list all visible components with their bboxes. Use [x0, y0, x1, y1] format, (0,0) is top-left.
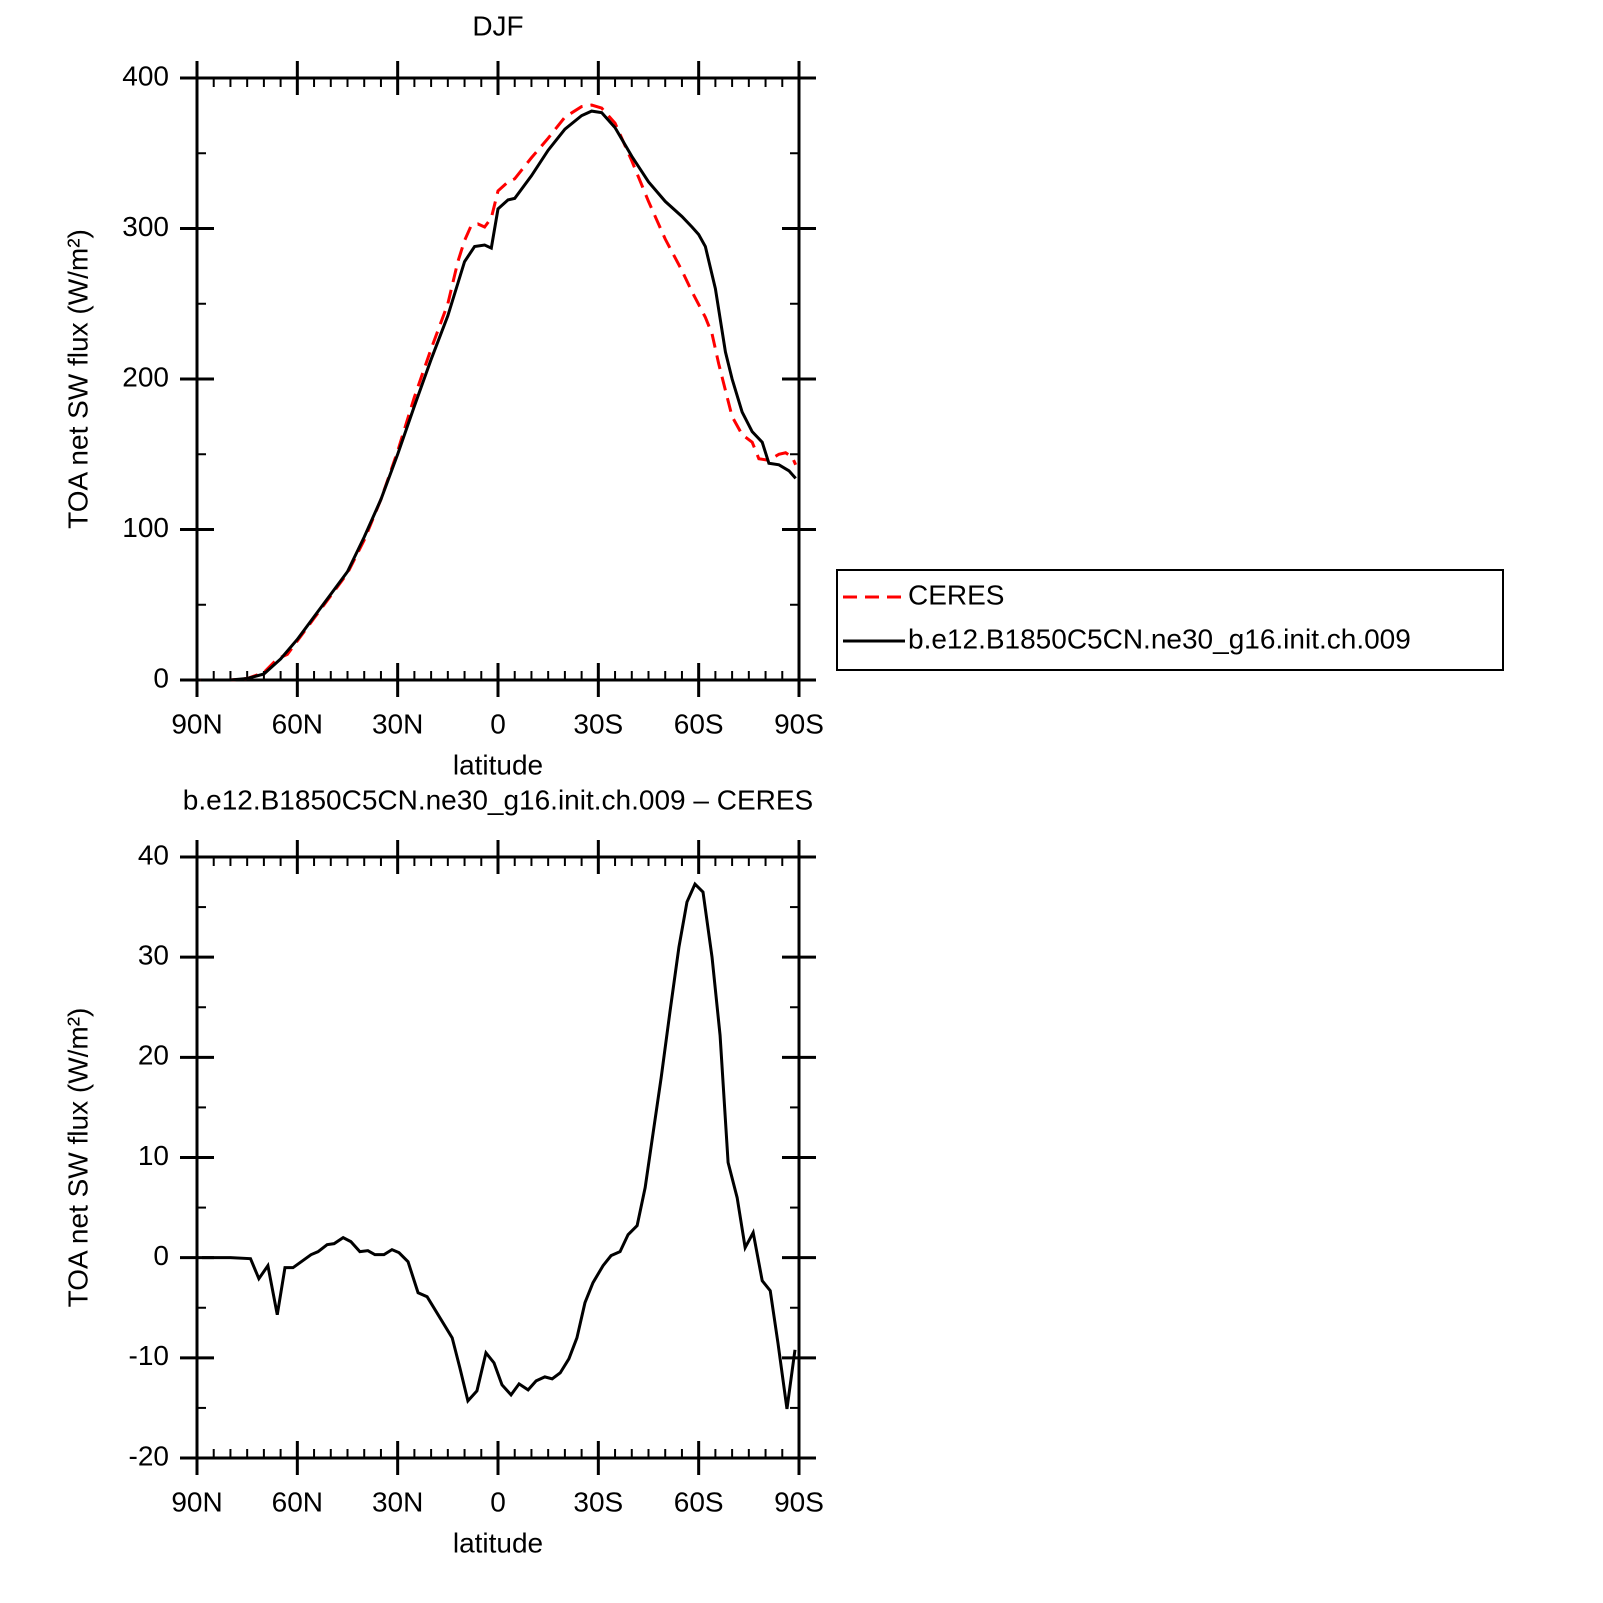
y-tick-label: 20	[138, 1040, 169, 1071]
x-tick-label: 0	[490, 1486, 506, 1517]
y-tick-label: 40	[138, 839, 169, 870]
y-tick-label: 400	[122, 60, 169, 91]
y-tick-label: -20	[129, 1440, 169, 1471]
data-line	[200, 109, 797, 682]
y-axis-label: TOA net SW flux (W/m²)	[62, 229, 93, 529]
y-tick-label: 100	[122, 512, 169, 543]
y-tick-label: -10	[129, 1340, 169, 1371]
y-tick-label: 0	[153, 662, 169, 693]
y-tick-label: 10	[138, 1140, 169, 1171]
y-tick-label: 30	[138, 940, 169, 971]
x-axis-label: latitude	[453, 1527, 543, 1558]
x-tick-label: 90N	[171, 1486, 222, 1517]
legend-box	[836, 569, 1504, 671]
x-tick-label: 30S	[573, 1486, 623, 1517]
x-tick-label: 90N	[171, 708, 222, 739]
y-tick-label: 300	[122, 211, 169, 242]
plot-frame	[195, 76, 801, 682]
chart-title: DJF	[472, 10, 523, 41]
legend-label: b.e12.B1850C5CN.ne30_g16.init.ch.009	[908, 623, 1411, 654]
x-axis-label: latitude	[453, 749, 543, 780]
x-tick-label: 90S	[774, 1486, 824, 1517]
x-tick-label: 60S	[674, 708, 724, 739]
x-tick-label: 0	[490, 708, 506, 739]
y-axis-label: TOA net SW flux (W/m²)	[62, 1008, 93, 1308]
data-line	[200, 103, 798, 682]
x-tick-label: 60N	[272, 708, 323, 739]
x-tick-label: 60N	[272, 1486, 323, 1517]
plot-frame	[195, 855, 801, 1460]
x-tick-label: 30N	[372, 708, 423, 739]
chart-title: b.e12.B1850C5CN.ne30_g16.init.ch.009 – C…	[183, 784, 813, 815]
x-tick-label: 30N	[372, 1486, 423, 1517]
x-tick-label: 30S	[573, 708, 623, 739]
y-tick-label: 0	[153, 1240, 169, 1271]
x-tick-label: 60S	[674, 1486, 724, 1517]
x-tick-label: 90S	[774, 708, 824, 739]
y-tick-label: 200	[122, 361, 169, 392]
data-line	[202, 881, 797, 1410]
legend-label: CERES	[908, 579, 1004, 610]
